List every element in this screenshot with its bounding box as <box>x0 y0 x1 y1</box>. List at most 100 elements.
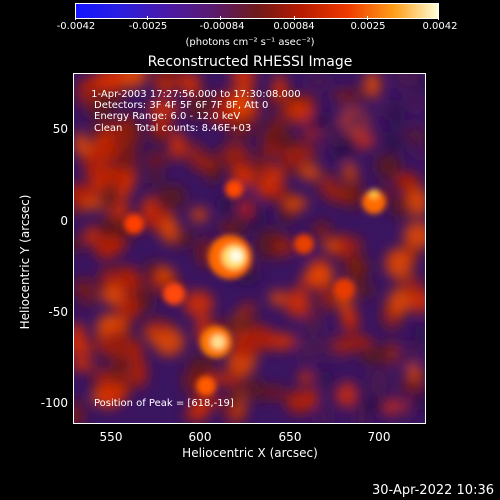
colorbar-tickmark <box>438 16 439 20</box>
emission-blob <box>401 376 425 395</box>
emission-blob <box>84 226 98 245</box>
emission-hotspot <box>196 376 216 396</box>
peak-position: Position of Peak = [618,-19] <box>94 398 234 409</box>
emission-blob <box>286 142 318 162</box>
emission-blob <box>153 74 184 85</box>
colorbar <box>75 3 439 19</box>
emission-blob <box>229 386 242 410</box>
emission-blob <box>304 264 335 285</box>
emission-blob <box>147 171 163 184</box>
emission-blob <box>298 371 314 384</box>
emission-blob <box>285 389 315 414</box>
emission-blob <box>406 187 425 217</box>
emission-blob <box>261 386 287 400</box>
emission-blob <box>74 183 97 202</box>
emission-blob <box>155 184 187 210</box>
emission-blob <box>103 214 125 243</box>
detectors-info: Detectors: 3F 4F 5F 6F 7F 8F, Att 0 <box>94 100 269 111</box>
emission-hotspot <box>334 279 354 299</box>
emission-blob <box>269 290 285 306</box>
emission-blob <box>403 221 425 249</box>
colorbar-tickmark <box>367 16 368 20</box>
emission-blob <box>406 364 423 380</box>
emission-blob <box>273 74 287 100</box>
y-axis-label: Heliocentric Y (arcsec) <box>18 194 32 330</box>
emission-blob <box>405 95 425 111</box>
emission-blob <box>96 88 116 112</box>
emission-blob <box>121 368 134 385</box>
emission-blob <box>247 325 275 352</box>
emission-blob <box>394 173 421 187</box>
colorbar-tickmark <box>147 16 148 20</box>
emission-blob <box>150 118 173 134</box>
emission-blob <box>160 215 179 244</box>
colorbar-tick-label: -0.0042 <box>56 21 96 32</box>
emission-hotspot <box>294 234 314 254</box>
emission-blob <box>240 301 257 316</box>
emission-blob <box>103 328 131 360</box>
emission-blob <box>179 74 201 96</box>
image-title: Reconstructed RHESSI Image <box>147 54 353 70</box>
emission-blob <box>231 74 256 91</box>
time-range: 1-Apr-2003 17:27:56.000 to 17:30:08.000 <box>88 89 301 100</box>
emission-blob <box>332 89 363 102</box>
emission-blob <box>407 120 421 137</box>
emission-blob <box>131 357 148 389</box>
emission-blob <box>393 74 422 91</box>
emission-blob <box>183 290 214 317</box>
emission-blob <box>239 200 254 220</box>
emission-blob <box>301 317 324 335</box>
emission-blob <box>74 140 94 156</box>
emission-blob <box>268 185 287 201</box>
emission-blob <box>388 100 403 130</box>
emission-blob <box>271 131 297 151</box>
emission-blob <box>346 110 368 130</box>
x-tick-label: 700 <box>367 430 391 444</box>
x-tick-label: 550 <box>99 430 123 444</box>
emission-blob <box>363 74 381 99</box>
emission-blob <box>359 346 392 365</box>
emission-blob <box>407 289 425 314</box>
emission-hotspot <box>124 214 144 234</box>
y-tick-label: 50 <box>52 122 68 136</box>
emission-layer <box>74 74 425 423</box>
emission-blob <box>298 336 315 365</box>
emission-blob <box>408 391 425 410</box>
emission-blob <box>190 207 208 223</box>
emission-blob <box>108 384 127 404</box>
plot-timestamp: 30-Apr-2022 10:36 <box>372 483 494 498</box>
colorbar-tick-label: 0.00084 <box>273 21 315 32</box>
emission-blob <box>325 185 354 203</box>
colorbar-tick-label: -0.0025 <box>128 21 168 32</box>
emission-blob <box>117 278 142 292</box>
emission-blob <box>415 76 425 93</box>
emission-blob <box>339 237 363 252</box>
colorbar-tickmark <box>220 16 221 20</box>
emission-blob <box>147 99 179 118</box>
emission-blob <box>396 346 411 367</box>
emission-blob <box>208 109 233 125</box>
emission-blob <box>193 395 225 408</box>
x-tick-label: 600 <box>188 430 212 444</box>
emission-blob <box>354 282 374 299</box>
colorbar-tickmark <box>294 16 295 20</box>
emission-blob <box>143 319 173 334</box>
emission-blob <box>305 74 332 90</box>
emission-blob <box>387 288 411 316</box>
colorbar-tick-label: -0.00084 <box>199 21 245 32</box>
rhessi-image-canvas <box>74 74 425 423</box>
emission-blob <box>122 111 138 142</box>
emission-blob <box>392 405 413 420</box>
y-tick-label: 0 <box>60 214 68 228</box>
emission-blob <box>97 74 125 93</box>
rhessi-image-plot: 1-Apr-2003 17:27:56.000 to 17:30:08.000 … <box>73 73 426 424</box>
emission-blob <box>106 180 120 211</box>
emission-blob <box>233 88 251 117</box>
emission-blob <box>232 332 252 361</box>
emission-blob <box>220 142 250 167</box>
emission-blob <box>284 287 311 318</box>
emission-blob <box>74 341 94 356</box>
hot-emission-layer <box>124 180 386 396</box>
emission-blob <box>74 399 84 423</box>
emission-blob <box>244 378 265 402</box>
